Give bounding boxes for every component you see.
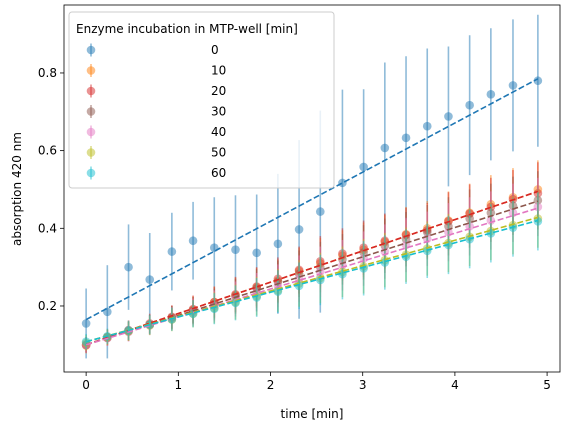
legend-item-0: 0 [86, 43, 219, 57]
legend-label: 30 [211, 105, 226, 119]
data-point [465, 100, 474, 110]
data-point [359, 162, 368, 172]
x-tick-label: 3 [359, 378, 367, 392]
fit-line-60 [85, 219, 539, 343]
legend-item-30: 30 [86, 105, 226, 119]
data-point [338, 178, 347, 188]
legend-item-20: 20 [86, 84, 226, 98]
data-point [81, 319, 91, 328]
legend-item-60: 60 [86, 166, 226, 180]
legend-marker [86, 45, 96, 55]
x-axis: 0 1 2 3 4 5 [82, 372, 551, 392]
x-tick-label: 1 [174, 378, 182, 392]
plot-frame [63, 4, 561, 373]
x-tick-label: 4 [451, 378, 459, 392]
legend-label: 50 [211, 146, 226, 160]
y-axis: 0.2 0.4 0.6 0.8 [38, 66, 64, 313]
x-tick-label: 5 [543, 378, 551, 392]
data-point [188, 236, 198, 246]
y-tick-label: 0.6 [38, 144, 57, 158]
data-point [315, 207, 325, 216]
legend-marker [86, 168, 96, 178]
legend: Enzyme incubation in MTP-well [min] 0 10 2… [68, 11, 335, 189]
data-point [444, 112, 453, 121]
legend-label: 0 [211, 43, 219, 57]
x-axis-label: time [min] [281, 407, 344, 421]
y-tick-label: 0.2 [38, 299, 57, 313]
legend-label: 10 [211, 64, 226, 78]
legend-label: 40 [211, 125, 226, 139]
fit-line-0 [85, 78, 539, 321]
y-tick-label: 0.4 [38, 221, 57, 235]
legend-marker [86, 66, 96, 75]
data-point [380, 143, 390, 153]
data-point [508, 81, 518, 90]
legend-box [68, 11, 335, 189]
legend-marker [86, 86, 96, 96]
data-point [231, 245, 240, 254]
x-tick-label: 2 [267, 378, 275, 392]
legend-marker [86, 127, 96, 137]
legend-marker [86, 107, 96, 116]
legend-item-40: 40 [86, 125, 226, 139]
data-point [167, 247, 177, 256]
data-point [273, 239, 283, 249]
legend-item-50: 50 [86, 146, 226, 160]
legend-label: 60 [211, 166, 226, 180]
legend-title: Enzyme incubation in MTP-well [min] [76, 22, 298, 36]
series-layer [81, 14, 543, 359]
legend-label: 20 [211, 84, 226, 98]
data-point [294, 225, 304, 234]
x-tick-label: 0 [82, 378, 90, 392]
fit-line-20 [85, 190, 539, 346]
data-point [252, 248, 261, 258]
legend-marker [86, 148, 96, 157]
data-point [533, 76, 543, 86]
data-point [209, 243, 219, 253]
y-tick-label: 0.8 [38, 66, 57, 80]
data-point [145, 275, 155, 284]
data-point [486, 90, 496, 99]
data-point [124, 262, 133, 272]
data-point [103, 307, 112, 317]
data-point [422, 121, 432, 131]
data-point [401, 133, 411, 143]
y-axis-label: absorption 420 nm [10, 132, 24, 246]
legend-item-10: 10 [86, 64, 226, 78]
